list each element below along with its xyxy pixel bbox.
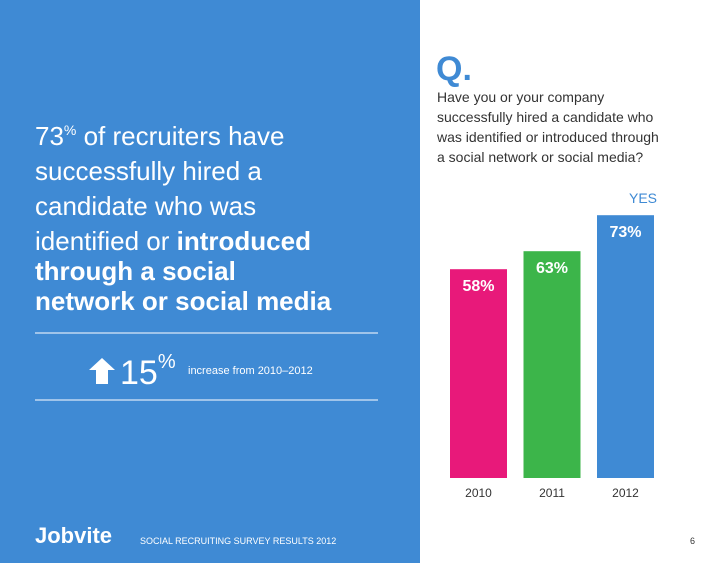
bar xyxy=(597,215,654,478)
question-line: successfully hired a candidate who xyxy=(437,109,654,125)
stat-text: increase from 2010–2012 xyxy=(188,365,313,377)
x-tick-label: 2011 xyxy=(539,486,565,500)
annotation: YES xyxy=(629,190,657,206)
bar xyxy=(523,251,581,478)
question-line: Have you or your company xyxy=(437,89,604,105)
value-label: 58% xyxy=(462,278,494,295)
x-tick-label: 2012 xyxy=(612,486,639,500)
question-line: a social network or social media? xyxy=(437,149,643,165)
headline-line: through a social xyxy=(35,256,236,286)
question-line: was identified or introduced through xyxy=(436,129,659,145)
chart-title: Q. xyxy=(436,50,472,88)
headline-line: successfully hired a xyxy=(35,156,262,186)
x-tick-label: 2010 xyxy=(465,486,492,500)
up-arrow xyxy=(89,358,115,384)
headline-line: network or social media xyxy=(35,286,332,316)
value-label: 63% xyxy=(536,260,568,277)
left-panel xyxy=(0,0,420,563)
page-number: 6 xyxy=(690,536,695,546)
headline-line: identified or introduced xyxy=(35,226,311,256)
logo: Jobvite xyxy=(35,523,112,548)
headline-line: candidate who was xyxy=(35,191,256,221)
headline-line: 73% of recruiters have xyxy=(35,121,284,151)
stat: 15% xyxy=(120,351,176,392)
footer-caption: SOCIAL RECRUITING SURVEY RESULTS 2012 xyxy=(140,536,336,546)
value-label: 73% xyxy=(609,224,641,241)
bar xyxy=(450,269,507,478)
